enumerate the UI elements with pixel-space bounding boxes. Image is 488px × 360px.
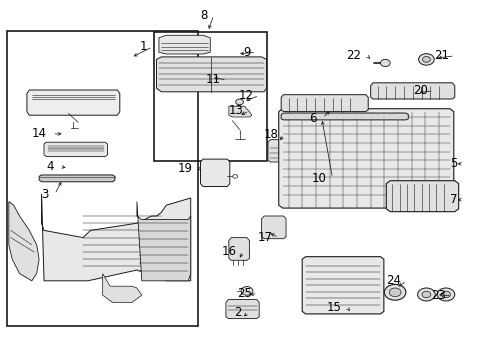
Text: 15: 15: [326, 301, 341, 314]
Polygon shape: [9, 202, 39, 281]
Bar: [154, 32, 266, 161]
Text: 17: 17: [257, 231, 272, 244]
Polygon shape: [386, 181, 458, 212]
Text: 18: 18: [264, 129, 278, 141]
Text: 4: 4: [46, 160, 54, 173]
Text: 20: 20: [412, 84, 427, 97]
Text: 7: 7: [449, 193, 456, 206]
Polygon shape: [281, 113, 407, 120]
Polygon shape: [225, 300, 259, 319]
Text: 2: 2: [234, 306, 242, 319]
Circle shape: [418, 54, 433, 65]
Text: 25: 25: [237, 287, 251, 300]
Text: 19: 19: [178, 162, 193, 175]
Polygon shape: [370, 83, 454, 99]
Polygon shape: [102, 274, 142, 302]
Polygon shape: [137, 202, 190, 281]
Text: 6: 6: [309, 112, 316, 125]
Text: 21: 21: [433, 49, 448, 62]
Text: 24: 24: [385, 274, 400, 287]
Circle shape: [441, 291, 449, 298]
Circle shape: [417, 288, 434, 301]
Polygon shape: [267, 140, 290, 162]
Polygon shape: [278, 109, 453, 208]
Polygon shape: [27, 90, 120, 115]
Polygon shape: [200, 159, 229, 186]
Text: 13: 13: [228, 104, 243, 117]
Text: 22: 22: [345, 49, 360, 62]
Text: 10: 10: [311, 172, 326, 185]
Circle shape: [421, 291, 430, 298]
Circle shape: [422, 57, 429, 62]
Text: 12: 12: [238, 89, 253, 102]
Circle shape: [232, 175, 237, 178]
Polygon shape: [281, 95, 367, 112]
Text: 9: 9: [243, 46, 250, 59]
Polygon shape: [39, 175, 115, 182]
Polygon shape: [261, 216, 285, 239]
Polygon shape: [228, 238, 249, 260]
Circle shape: [384, 284, 405, 300]
Text: 16: 16: [222, 245, 237, 258]
Polygon shape: [156, 57, 266, 92]
Polygon shape: [302, 257, 383, 314]
Circle shape: [388, 288, 400, 297]
Circle shape: [241, 287, 252, 295]
Text: 23: 23: [430, 289, 445, 302]
Text: 1: 1: [139, 40, 146, 53]
Polygon shape: [228, 106, 251, 117]
Circle shape: [380, 59, 389, 67]
Polygon shape: [159, 35, 210, 54]
Polygon shape: [41, 194, 190, 281]
Polygon shape: [44, 142, 107, 157]
Text: 8: 8: [200, 9, 207, 22]
Text: 11: 11: [205, 73, 221, 86]
Circle shape: [436, 288, 454, 301]
Text: 5: 5: [449, 157, 456, 170]
Circle shape: [235, 99, 243, 105]
Bar: [7, 31, 198, 326]
Text: 14: 14: [31, 127, 46, 140]
Text: 3: 3: [41, 188, 49, 201]
